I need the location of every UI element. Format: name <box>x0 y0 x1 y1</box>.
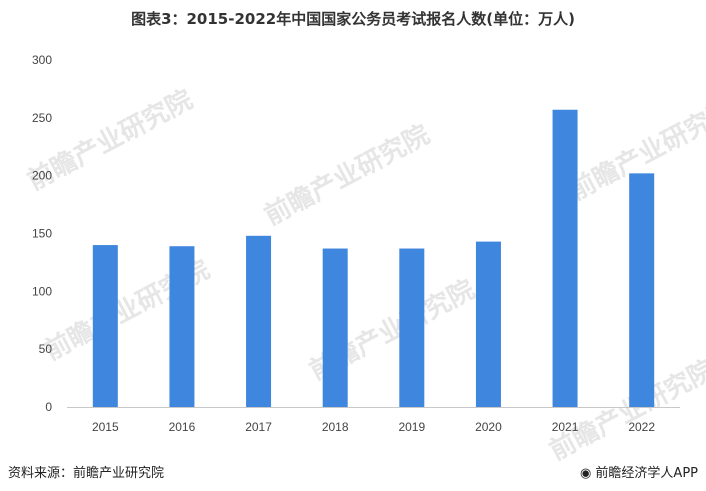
x-tick-label: 2019 <box>398 420 425 434</box>
x-tick-label: 2022 <box>628 420 655 434</box>
x-tick-label: 2015 <box>92 420 119 434</box>
y-tick-label: 150 <box>32 227 52 241</box>
y-tick-label: 200 <box>32 169 52 183</box>
bar-2015 <box>92 245 118 407</box>
x-tick-label: 2018 <box>322 420 349 434</box>
source-note: 资料来源：前瞻产业研究院 <box>8 466 165 481</box>
bar-2021 <box>552 109 578 407</box>
x-tick-label: 2017 <box>245 420 272 434</box>
bar-2020 <box>475 241 501 407</box>
x-tick-label: 2021 <box>552 420 579 434</box>
weibo-icon: ◉ <box>579 466 592 481</box>
y-tick-label: 250 <box>32 111 52 125</box>
x-tick-label: 2020 <box>475 420 502 434</box>
chart-title: 图表3：2015-2022年中国国家公务员考试报名人数(单位：万人) <box>131 10 575 28</box>
y-tick-label: 300 <box>32 53 52 67</box>
bar-2019 <box>399 248 425 407</box>
bar-2016 <box>169 246 195 407</box>
bar-2017 <box>246 235 272 407</box>
credit-note: ◉ 前瞻经济学人APP <box>580 462 698 481</box>
x-tick-label: 2016 <box>169 420 196 434</box>
y-tick-label: 0 <box>45 400 52 414</box>
y-tick-label: 100 <box>32 284 52 298</box>
y-tick-label: 50 <box>39 342 53 356</box>
bar-2022 <box>629 173 655 407</box>
credit-label: 前瞻经济学人APP <box>595 466 698 481</box>
bar-2018 <box>322 248 348 407</box>
